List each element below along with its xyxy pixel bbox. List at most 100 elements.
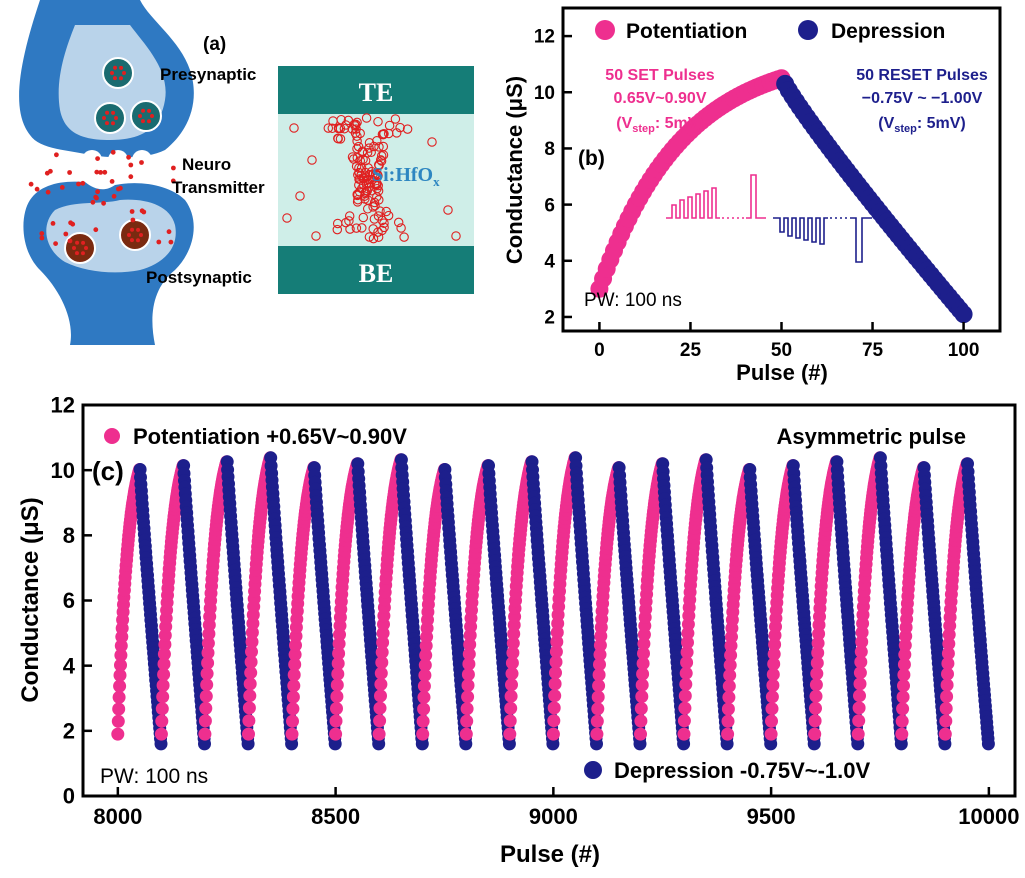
potentiation-point [724, 648, 738, 662]
potentiation-point [897, 668, 911, 682]
set-annotation: 50 SET Pulses 0.65V~0.90V (Vstep: 5mV) [605, 67, 714, 135]
bottom-electrode [278, 246, 474, 294]
set-note-line3-post: : 5mV) [655, 115, 704, 132]
potentiation-point [938, 727, 952, 741]
potentiation-point [199, 689, 213, 703]
potentiation-point [111, 727, 125, 741]
potentiation-point [459, 727, 473, 741]
depression-point [851, 737, 865, 751]
panel-c-x-tick-label: 8500 [311, 804, 360, 829]
potentiation-point [636, 657, 650, 670]
top-electrode [278, 66, 474, 114]
vesicle [64, 232, 96, 264]
neurotransmitter [171, 165, 176, 171]
potentiation-point [460, 714, 474, 728]
potentiation-point [593, 638, 607, 652]
neurotransmitter [48, 168, 53, 174]
release-site [108, 150, 128, 170]
oxygen-vacancy [395, 122, 405, 133]
legend-potentiation-label: Potentiation +0.65V~0.90V [133, 424, 407, 449]
potentiation-point [895, 714, 909, 728]
potentiation-point [114, 658, 127, 672]
potentiation-point [243, 677, 257, 691]
neurotransmitter [39, 231, 45, 236]
potentiation-point [418, 658, 432, 672]
oxygen-vacancy [376, 156, 387, 166]
potentiation-point [549, 666, 562, 680]
potentiation-point [765, 702, 779, 716]
oxygen-vacancy [332, 224, 343, 235]
potentiation-point [157, 647, 171, 661]
potentiation-point [329, 714, 343, 728]
potentiation-point [939, 702, 953, 715]
potentiation-point [416, 727, 430, 741]
depression-point [938, 737, 952, 751]
potentiation-point [677, 727, 691, 741]
oxygen-vacancy [377, 129, 388, 140]
oxygen-vacancy [354, 167, 364, 178]
potentiation-point [376, 636, 390, 649]
bottom-electrode-label: BE [359, 259, 394, 288]
potentiation-point [766, 678, 780, 692]
oxygen-vacancy [374, 142, 384, 152]
depression-point [459, 737, 473, 751]
depression-point [981, 737, 995, 751]
neurotransmitter [94, 169, 100, 175]
potentiation-point [505, 678, 518, 692]
potentiation-point [244, 655, 258, 669]
potentiation-point [243, 689, 257, 703]
oxygen-vacancy [369, 141, 379, 152]
panel-c-x-tick-label: 9000 [529, 804, 578, 829]
panel-c-x-tick-label: 9500 [747, 804, 796, 829]
potentiation-point [547, 714, 561, 728]
neurotransmitter [54, 152, 59, 158]
potentiation-point [286, 690, 300, 704]
panel-c-y-tick-label: 12 [51, 393, 75, 418]
potentiation-point [417, 702, 431, 716]
potentiation-point [810, 656, 824, 670]
potentiation-point [941, 657, 955, 670]
oxygen-vacancy [353, 170, 363, 180]
potentiation-point [155, 714, 169, 728]
potentiation-point [330, 678, 344, 692]
depression-point [241, 737, 255, 751]
oxygen-vacancy [393, 217, 404, 228]
oxygen-vacancy [344, 216, 354, 226]
potentiation-point [853, 677, 867, 691]
potentiation-point [678, 689, 692, 703]
oxygen-vacancy [390, 114, 401, 124]
oxygen-vacancy [358, 212, 369, 223]
oxygen-vacancy [289, 123, 299, 133]
potentiation-point [941, 667, 954, 681]
potentiation-point [637, 647, 650, 660]
potentiation-point [199, 701, 213, 715]
potentiation-point [154, 727, 168, 741]
potentiation-point [681, 636, 694, 649]
neurotransmitter [45, 189, 51, 195]
potentiation-point [723, 668, 737, 682]
potentiation-point [546, 727, 560, 741]
potentiation-point [592, 668, 606, 682]
panel-c-x-tick-label: 10000 [958, 804, 1019, 829]
potentiation-point [245, 645, 258, 659]
legend-depression-label: Depression [831, 20, 945, 43]
potentiation-point [809, 701, 822, 715]
potentiation-point [331, 667, 345, 681]
oxygen-vacancy [368, 224, 378, 234]
oxygen-vacancy [378, 150, 389, 160]
neurotransmitter [93, 194, 99, 200]
panel-b-ylabel: Conductance (μS) [502, 76, 527, 264]
panel-a-label: (a) [203, 34, 226, 55]
potentiation-point [634, 702, 648, 715]
potentiation-point [677, 714, 691, 728]
potentiation-point [896, 690, 910, 704]
release-site [132, 150, 152, 170]
oxygen-vacancy [358, 154, 368, 165]
panel-c-xlabel: Pulse (#) [500, 841, 600, 868]
potentiation-point [332, 647, 346, 660]
set-note-line3: (Vstep: 5mV) [616, 115, 704, 135]
oxygen-vacancy [396, 223, 406, 233]
potentiation-point [330, 702, 343, 715]
oxygen-vacancy [359, 173, 369, 183]
oxygen-vacancy [332, 218, 343, 229]
